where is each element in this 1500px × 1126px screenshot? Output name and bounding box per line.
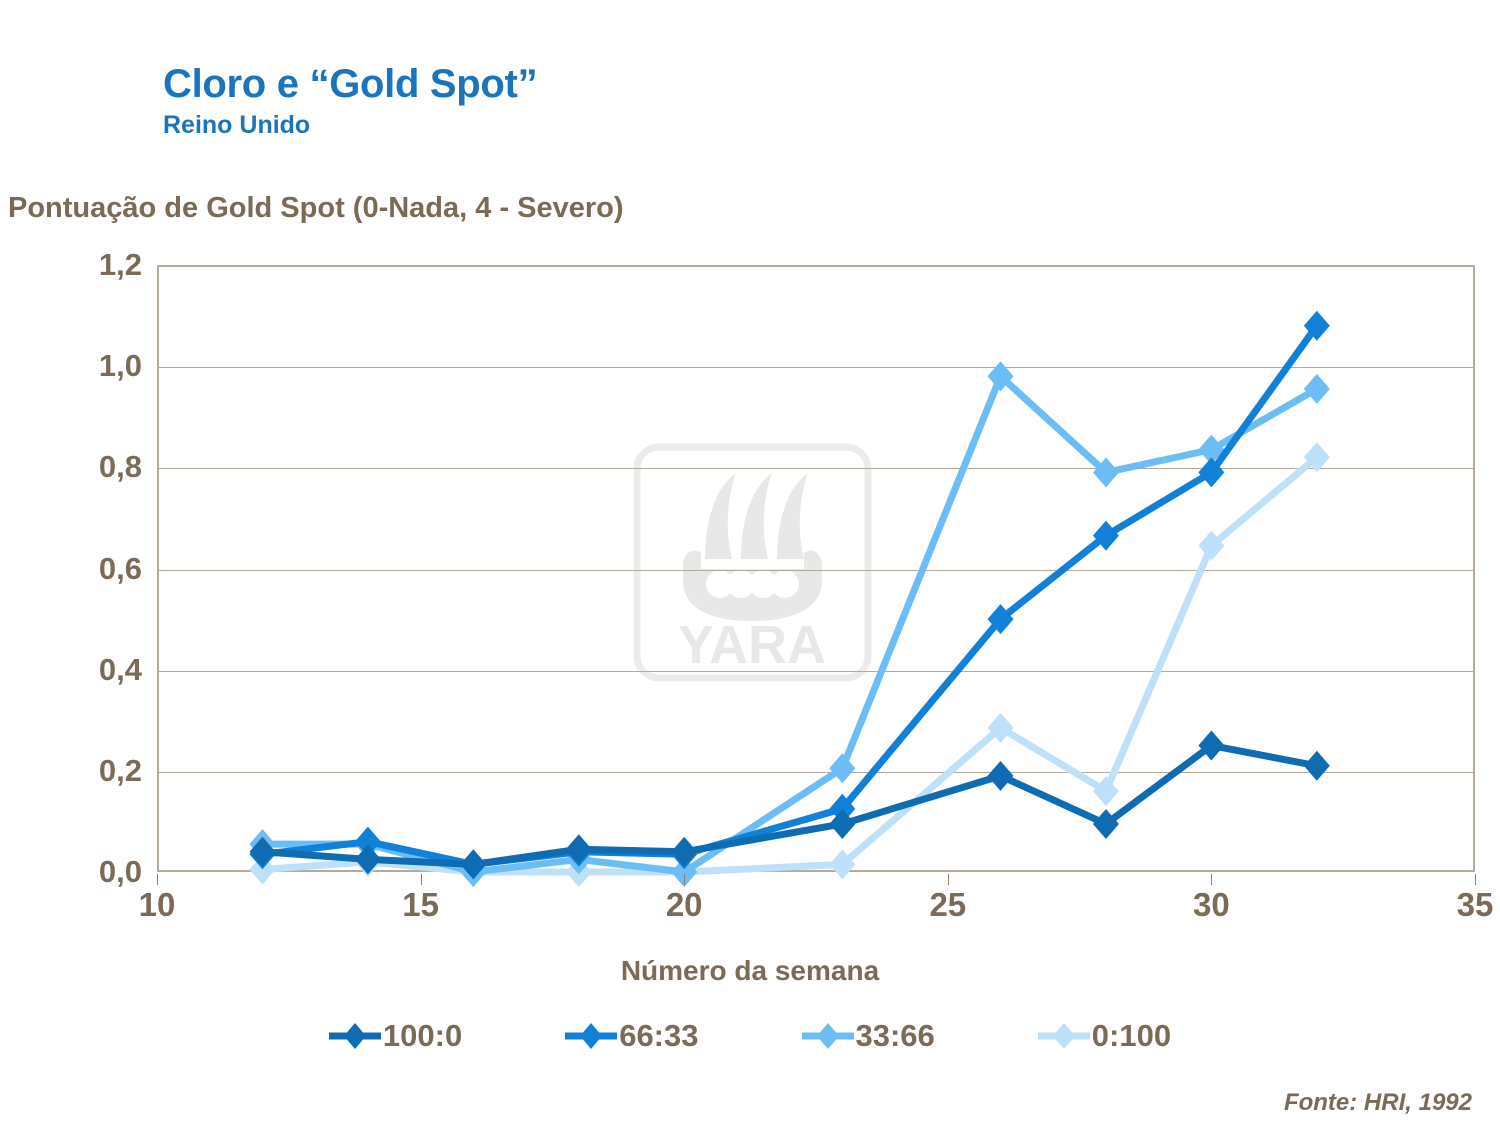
x-axis-tick-mark xyxy=(1211,874,1213,885)
series-marker xyxy=(987,361,1014,392)
y-axis-tick-label: 0,8 xyxy=(98,449,142,485)
y-axis-tick-label: 0,4 xyxy=(98,651,142,687)
x-axis-tick-label: 25 xyxy=(929,886,967,923)
x-axis-tick-label: 30 xyxy=(1193,886,1230,923)
series-marker xyxy=(1198,457,1225,488)
chart-title: Cloro e “Gold Spot” xyxy=(163,62,538,106)
series-marker xyxy=(829,753,856,784)
gridline xyxy=(159,468,1473,470)
y-axis-tick-label: 0,6 xyxy=(98,550,142,586)
y-axis-tick-label: 1,2 xyxy=(98,247,142,282)
series-marker xyxy=(671,836,698,867)
series-marker xyxy=(354,844,381,875)
viking-ship-icon: YARA xyxy=(633,443,872,682)
series-marker xyxy=(987,760,1014,791)
x-axis-tick-label: 20 xyxy=(665,886,703,923)
legend-item-33-66[interactable]: 33:66 xyxy=(801,1018,935,1054)
series-marker xyxy=(671,857,698,887)
legend-label: 33:66 xyxy=(855,1018,935,1053)
title-block: Cloro e “Gold Spot” Reino Unido xyxy=(163,62,538,140)
x-axis-tick-mark xyxy=(947,874,949,885)
series-line xyxy=(262,370,1319,876)
series-marker xyxy=(829,793,856,824)
series-marker xyxy=(249,854,276,885)
x-axis-tick-mark xyxy=(684,874,686,885)
series-marker xyxy=(1198,434,1225,465)
x-axis-title: Número da semana xyxy=(620,955,880,986)
legend-item-100-0[interactable]: 100:0 xyxy=(328,1018,463,1054)
legend-marker-icon xyxy=(801,1023,854,1049)
series-line xyxy=(262,323,1320,868)
x-axis-tick-label: 10 xyxy=(138,886,176,923)
yara-watermark: YARA xyxy=(631,441,874,684)
legend-label: 0:100 xyxy=(1091,1018,1172,1053)
legend-label: 100:0 xyxy=(382,1018,463,1053)
x-axis-tick-mark xyxy=(157,874,158,885)
legend-item-66-33[interactable]: 66:33 xyxy=(565,1018,699,1054)
legend-label: 66:33 xyxy=(619,1018,699,1053)
x-axis-tick-mark xyxy=(420,874,422,885)
series-marker xyxy=(1303,310,1330,341)
y-axis-tick-label: 0,0 xyxy=(98,854,142,889)
gridline xyxy=(159,670,1473,672)
y-axis-title: Pontuação de Gold Spot (0-Nada, 4 - Seve… xyxy=(8,192,624,224)
chart-legend: 100:0 66:33 33:66 0:100 xyxy=(0,1018,1500,1054)
series-marker xyxy=(1198,530,1225,561)
legend-marker-icon xyxy=(1037,1023,1090,1049)
series-line xyxy=(262,741,1318,868)
series-marker xyxy=(987,712,1014,743)
plot-area xyxy=(157,265,1475,872)
legend-item-0-100[interactable]: 0:100 xyxy=(1037,1018,1172,1054)
series-marker xyxy=(1303,442,1330,473)
legend-marker-icon xyxy=(328,1023,381,1049)
series-marker xyxy=(987,604,1014,635)
gridline xyxy=(159,367,1473,369)
series-marker xyxy=(460,849,487,880)
legend-marker-icon xyxy=(565,1023,618,1049)
series-33-66 xyxy=(249,361,1330,887)
gridline xyxy=(159,569,1473,571)
y-axis-tick-label: 0,2 xyxy=(98,752,142,788)
series-marker xyxy=(1092,457,1119,488)
series-marker xyxy=(1092,808,1119,839)
series-marker xyxy=(1303,373,1330,404)
x-axis-tick-label: 35 xyxy=(1456,886,1494,923)
x-axis-tick-label: 15 xyxy=(402,886,439,923)
series-marker xyxy=(829,808,856,839)
gridline xyxy=(159,771,1473,773)
chart-subtitle: Reino Unido xyxy=(163,111,311,139)
series-0-100 xyxy=(249,442,1330,887)
series-marker xyxy=(1092,520,1119,551)
series-100-0 xyxy=(249,730,1330,880)
series-marker xyxy=(565,834,592,865)
series-66-33 xyxy=(249,310,1330,880)
series-marker xyxy=(829,849,856,880)
x-axis-tick-mark xyxy=(1475,874,1476,885)
svg-text:YARA: YARA xyxy=(678,615,826,675)
series-line xyxy=(262,454,1320,876)
series-marker xyxy=(354,826,381,857)
series-marker xyxy=(1092,776,1119,807)
source-note: Fonte: HRI, 1992 xyxy=(1283,1089,1472,1116)
series-marker xyxy=(1303,750,1330,781)
y-axis-tick-label: 1,0 xyxy=(98,348,142,384)
series-marker xyxy=(1198,730,1225,761)
series-marker xyxy=(249,836,276,867)
